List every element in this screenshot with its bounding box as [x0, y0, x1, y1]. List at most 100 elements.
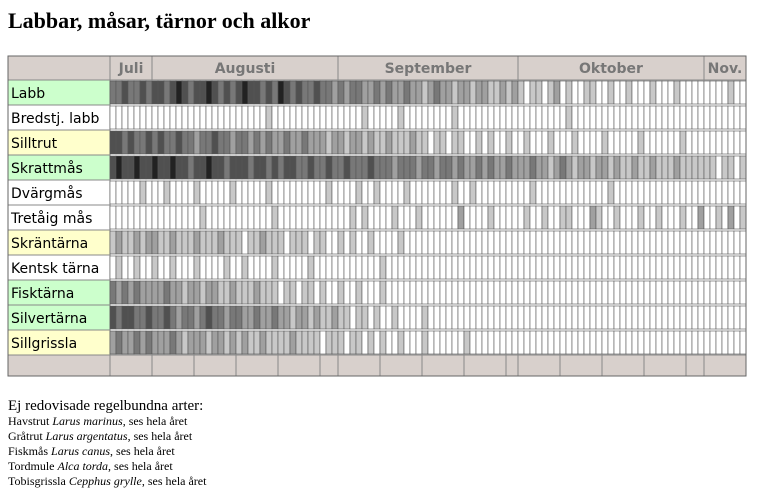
day-cell	[685, 130, 693, 155]
day-cell	[697, 130, 705, 155]
day-cell	[193, 305, 201, 330]
day-cell	[601, 330, 609, 355]
day-cell	[223, 80, 231, 105]
day-cell	[175, 280, 183, 305]
day-cell	[217, 205, 225, 230]
day-cell	[523, 205, 531, 230]
day-cell	[235, 80, 243, 105]
day-cell	[709, 80, 717, 105]
day-cell	[685, 305, 693, 330]
day-cell	[463, 330, 471, 355]
day-cell	[271, 330, 279, 355]
day-cell	[385, 80, 393, 105]
day-cell	[661, 280, 669, 305]
day-cell	[637, 80, 645, 105]
day-cell	[733, 80, 741, 105]
day-cell	[433, 255, 441, 280]
day-cell	[199, 155, 207, 180]
day-cell	[217, 330, 225, 355]
day-cell	[433, 305, 441, 330]
day-cell	[691, 180, 699, 205]
day-cell	[283, 280, 291, 305]
day-cell	[121, 230, 129, 255]
day-cell	[571, 305, 579, 330]
note-item: Tobisgrissla Cepphus grylle, ses hela år…	[8, 474, 207, 488]
day-cell	[637, 105, 645, 130]
day-cell	[271, 155, 279, 180]
day-cell	[517, 305, 525, 330]
day-cell	[409, 280, 417, 305]
day-cell	[697, 155, 705, 180]
day-cell	[589, 255, 597, 280]
day-cell	[163, 280, 171, 305]
day-cell	[169, 130, 177, 155]
day-cell	[421, 205, 429, 230]
day-cell	[637, 155, 645, 180]
day-cell	[433, 205, 441, 230]
day-cell	[229, 205, 237, 230]
day-cell	[367, 305, 375, 330]
day-cell	[259, 105, 267, 130]
day-cell	[187, 80, 195, 105]
day-cell	[667, 155, 675, 180]
day-cell	[541, 305, 549, 330]
day-cell	[361, 130, 369, 155]
day-cell	[523, 255, 531, 280]
day-cell	[397, 130, 405, 155]
day-cell	[661, 255, 669, 280]
day-cell	[643, 80, 651, 105]
day-cell	[679, 130, 687, 155]
day-cell	[649, 205, 657, 230]
day-cell	[277, 205, 285, 230]
day-cell	[151, 155, 159, 180]
day-cell	[265, 305, 273, 330]
day-cell	[271, 105, 279, 130]
day-cell	[181, 155, 189, 180]
day-cell	[289, 155, 297, 180]
day-cell	[649, 105, 657, 130]
day-cell	[511, 230, 519, 255]
day-cell	[367, 80, 375, 105]
footer-cell	[151, 354, 339, 377]
row-label: Dvärgmås	[11, 185, 83, 202]
day-cell	[151, 230, 159, 255]
day-cell	[133, 330, 141, 355]
day-cell	[589, 205, 597, 230]
day-cell	[145, 230, 153, 255]
day-cell	[697, 80, 705, 105]
day-cell	[331, 130, 339, 155]
day-cell	[733, 155, 741, 180]
day-cell	[343, 80, 351, 105]
day-cell	[613, 130, 621, 155]
day-cell	[259, 255, 267, 280]
day-cell	[235, 330, 243, 355]
day-cell	[475, 180, 483, 205]
day-cell	[589, 130, 597, 155]
day-cell	[715, 155, 723, 180]
day-cell	[697, 105, 705, 130]
day-cell	[679, 105, 687, 130]
day-cell	[541, 230, 549, 255]
day-cell	[169, 155, 177, 180]
day-cell	[157, 205, 165, 230]
day-cell	[499, 180, 507, 205]
day-cell	[331, 105, 339, 130]
title: Labbar, måsar, tärnor och alkor	[8, 8, 311, 33]
day-cell	[343, 280, 351, 305]
day-cell	[739, 205, 747, 230]
day-cell	[403, 130, 411, 155]
day-cell	[505, 255, 513, 280]
day-cell	[361, 80, 369, 105]
day-cell	[709, 330, 717, 355]
day-cell	[571, 80, 579, 105]
day-cell	[607, 105, 615, 130]
day-cell	[733, 205, 741, 230]
day-cell	[691, 80, 699, 105]
day-cell	[697, 180, 705, 205]
day-cell	[367, 280, 375, 305]
day-cell	[247, 305, 255, 330]
day-cell	[115, 180, 123, 205]
day-cell	[613, 180, 621, 205]
day-cell	[481, 330, 489, 355]
day-cell	[577, 80, 585, 105]
